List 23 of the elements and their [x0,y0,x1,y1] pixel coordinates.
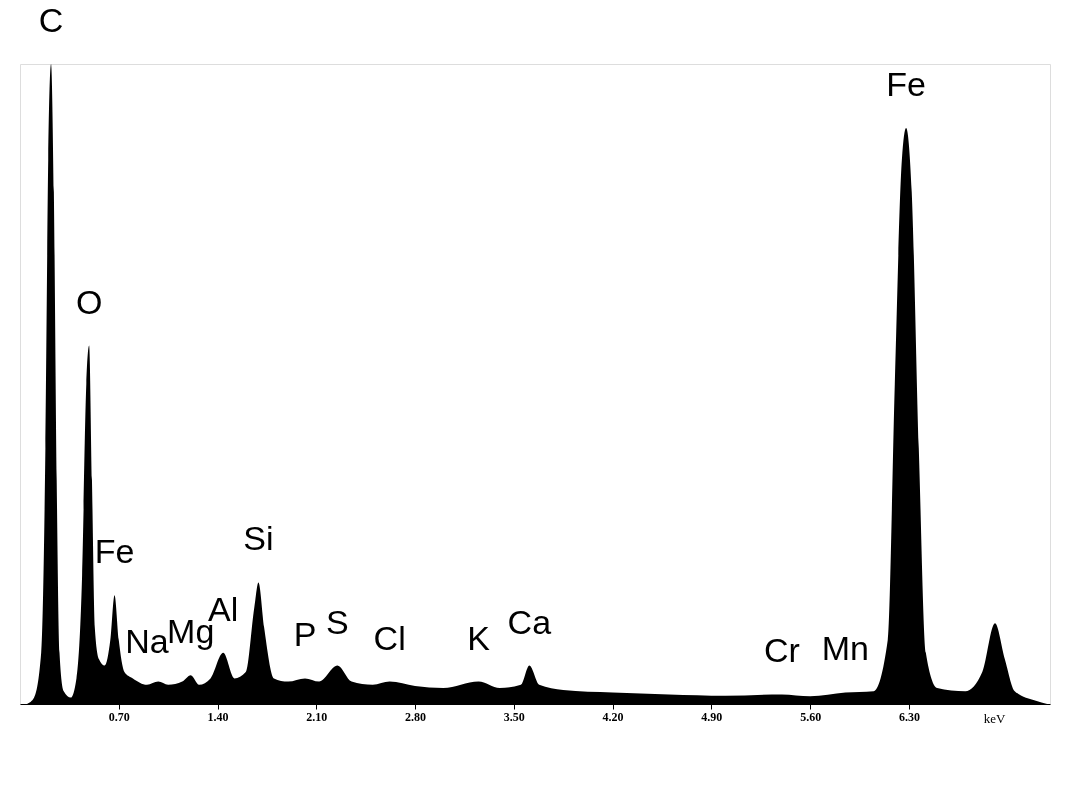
annotation: Cl [373,618,406,657]
x-tick-label: 3.50 [503,709,525,724]
x-tick-label: 4.90 [701,709,723,724]
annotation: Ca [507,602,552,641]
x-tick-label: 6.30 [898,709,920,724]
annotation: Si [243,519,274,558]
annotation: O [75,282,103,321]
x-axis-title: keV [983,710,1007,726]
annotation: S [326,602,349,641]
annotation: K [467,618,491,657]
annotation: Cr [763,631,800,670]
annotation: Fe [94,532,135,571]
annotation: C [38,1,64,39]
x-tick-label: 4.20 [602,709,624,724]
annotation: P [293,615,317,654]
x-tick-label: 2.10 [306,709,328,724]
x-tick-label: 1.40 [207,709,229,724]
x-tick-label: 0.70 [108,709,130,724]
annotation: Mn [821,629,870,668]
annotation: Na [125,621,169,660]
x-tick-label: 5.60 [800,709,822,724]
annotation: Fe [886,65,926,103]
x-tick-label: 2.80 [405,709,427,724]
